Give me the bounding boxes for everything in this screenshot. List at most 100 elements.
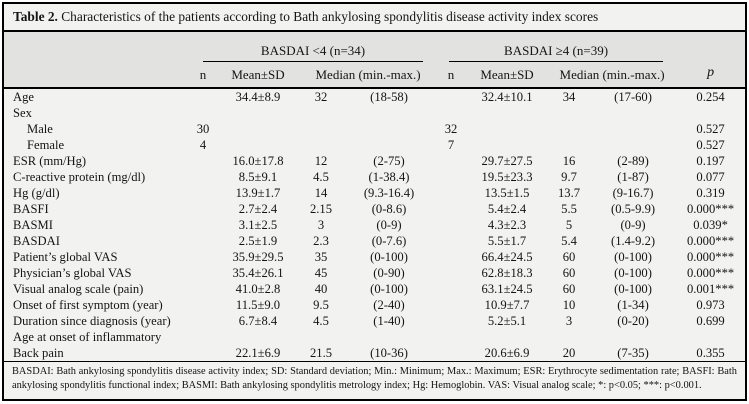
row-label: Patient’s global VAS: [13, 250, 118, 264]
p-value-cell: 0.973: [696, 298, 725, 312]
value-cell: 13.7: [558, 186, 581, 200]
value-cell: [436, 313, 466, 329]
value-cell: [216, 137, 300, 153]
value-cell: 35: [314, 250, 328, 264]
value-cell: (17-60): [614, 90, 652, 104]
value-cell: 2.3: [313, 234, 329, 248]
group2-header: BASDAI ≥4 (n=39): [449, 39, 664, 62]
value-cell: (0-7.6): [371, 234, 407, 248]
value-cell: 34: [562, 90, 576, 104]
value-cell: 5.5±1.7: [487, 234, 527, 248]
value-cell: (7-35): [617, 346, 649, 360]
value-cell: (18-58): [370, 90, 408, 104]
value-cell: [300, 329, 342, 345]
group2-header-cell: BASDAI ≥4 (n=39): [436, 32, 677, 62]
subheader-n: n: [190, 62, 216, 89]
subheader-mean-sd: Mean±SD: [216, 62, 300, 89]
value-cell: [190, 297, 216, 313]
row-label: Age: [13, 90, 34, 104]
row-label: Male: [27, 122, 53, 136]
row-label: BASDAI: [13, 234, 60, 248]
value-cell: [216, 121, 300, 137]
value-cell: 66.4±24.5: [481, 250, 533, 264]
value-cell: 5.4±2.4: [487, 202, 527, 216]
value-cell: (0-100): [614, 250, 652, 264]
value-cell: 16.0±17.8: [232, 154, 284, 168]
value-cell: [436, 281, 466, 297]
value-cell: [590, 137, 676, 153]
value-cell: 11.5±9.0: [235, 298, 281, 312]
value-cell: [190, 201, 216, 217]
value-cell: 14: [314, 186, 328, 200]
value-cell: (1.4-9.2): [611, 234, 656, 248]
value-cell: 3: [565, 314, 573, 328]
value-cell: [466, 121, 548, 137]
value-cell: 5: [565, 218, 573, 232]
p-value-cell: 0.319: [696, 186, 725, 200]
value-cell: [342, 121, 436, 137]
value-cell: [216, 329, 300, 345]
value-cell: 34.4±8.9: [235, 90, 281, 104]
p-value-cell: 0.039*: [693, 218, 728, 232]
value-cell: (1-87): [617, 170, 649, 184]
value-cell: (0-8.6): [371, 202, 407, 216]
value-cell: 4: [199, 138, 207, 152]
value-cell: [548, 137, 590, 153]
value-cell: [190, 153, 216, 169]
value-cell: [190, 329, 216, 345]
value-cell: 60: [562, 266, 576, 280]
value-cell: 2.7±2.4: [238, 202, 278, 216]
row-label: Physician’s global VAS: [13, 266, 132, 280]
group1-header-cell: BASDAI <4 (n=34): [190, 32, 437, 62]
table-row: BASDAI 2.5±1.9 2.3 (0-7.6) 5.5±1.7 5.4 (1.4-9.…: [4, 233, 745, 249]
value-cell: [436, 185, 466, 201]
value-cell: (2-89): [617, 154, 649, 168]
p-value-cell: 0.254: [696, 90, 725, 104]
row-label: Age at onset of inflammatory: [13, 330, 162, 344]
value-cell: 3.1±2.5: [238, 218, 278, 232]
value-cell: 7: [447, 138, 455, 152]
value-cell: [436, 345, 466, 361]
value-cell: [436, 105, 466, 121]
value-cell: [436, 201, 466, 217]
value-cell: [436, 265, 466, 281]
value-cell: [190, 185, 216, 201]
value-cell: [548, 105, 590, 121]
value-cell: 2.5±1.9: [238, 234, 278, 248]
value-cell: [190, 217, 216, 233]
value-cell: 62.8±18.3: [481, 266, 533, 280]
table-caption: Characteristics of the patients accordin…: [57, 9, 599, 24]
value-cell: [300, 105, 342, 121]
value-cell: [190, 281, 216, 297]
value-cell: [590, 329, 676, 345]
value-cell: 9.7: [561, 170, 577, 184]
subheader-n: n: [436, 62, 467, 89]
value-cell: 63.1±24.5: [481, 282, 533, 296]
value-cell: [590, 121, 676, 137]
row-label: Back pain: [13, 346, 64, 360]
value-cell: (0-100): [370, 282, 408, 296]
table-row: Age at onset of inflammatory: [4, 329, 745, 345]
p-value-cell: 0.699: [696, 314, 725, 328]
value-cell: 5.4: [561, 234, 577, 248]
row-label: BASMI: [13, 218, 53, 232]
value-cell: 4.5: [313, 314, 329, 328]
value-cell: (9-16.7): [612, 186, 654, 200]
label-column-header: [4, 32, 190, 89]
value-cell: 19.5±23.3: [481, 170, 533, 184]
table-row: C-reactive protein (mg/dl) 8.5±9.1 4.5 (1-3…: [4, 169, 745, 185]
value-cell: 8.5±9.1: [238, 170, 278, 184]
value-cell: 21.5: [309, 346, 333, 360]
p-value-cell: 0.001***: [686, 282, 735, 296]
value-cell: 4.5: [313, 170, 329, 184]
row-label: ESR (mm/Hg): [13, 154, 87, 168]
value-cell: 3: [317, 218, 325, 232]
p-value-cell: 0.355: [696, 346, 725, 360]
value-cell: [190, 233, 216, 249]
table-row: Age 34.4±8.9 32 (18-58) 32.4±10.1 34 (17-60) 0.…: [4, 88, 745, 105]
value-cell: 32.4±10.1: [481, 90, 533, 104]
value-cell: [436, 153, 466, 169]
value-cell: (0-90): [373, 266, 405, 280]
p-value-cell: 0.000***: [686, 250, 735, 264]
